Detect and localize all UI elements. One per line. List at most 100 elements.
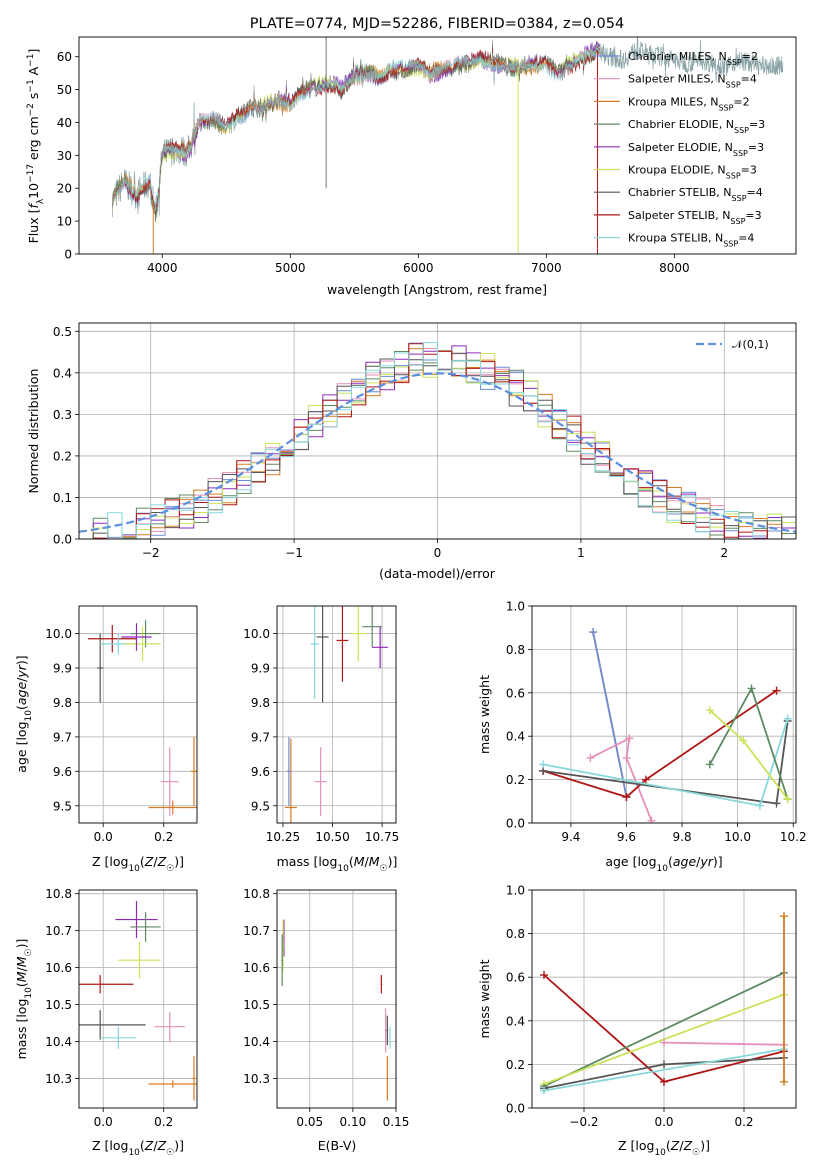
errorbar-point [386, 1015, 389, 1046]
legend-label: Salpeter STELIB, NSSP=3 [628, 209, 762, 226]
plot-area [111, 37, 784, 254]
legend-label-part: SSP [733, 148, 748, 157]
label-part: 10 [657, 864, 669, 874]
x-tick-label: 5000 [275, 261, 306, 275]
legend-label-part: SSP [732, 194, 747, 203]
label-part: )] [388, 854, 398, 869]
y-tick-label: 0.2 [506, 1058, 525, 1072]
legend-label-part: =2 [733, 95, 749, 108]
errorbar-point [386, 1056, 389, 1101]
weight-marker [660, 1077, 668, 1086]
errorbar-point [79, 1010, 146, 1040]
x-tick-label: 0.2 [154, 830, 173, 844]
y-tick-label: 0.6 [506, 971, 525, 985]
legend-label-part: Kroupa MILES, N [628, 95, 718, 108]
weight-line [592, 631, 628, 798]
label-part: Z [157, 1138, 167, 1153]
y-tick-label: 0.8 [506, 927, 525, 941]
normal-pdf-curve [79, 372, 796, 533]
legend-label-part: SSP [726, 171, 741, 180]
weight-line [589, 736, 653, 822]
plot-area [539, 628, 792, 823]
label-part: Flux [ [26, 209, 41, 244]
label-part: )] [700, 1138, 710, 1153]
y-tick-label: 0 [64, 248, 72, 262]
label-part: M [369, 854, 380, 869]
axes-frame [276, 889, 397, 1109]
legend-label-part: =4 [741, 73, 757, 86]
errorbar-point [97, 633, 104, 703]
weight-series [539, 686, 781, 801]
legend-label: Salpeter MILES, NSSP=4 [628, 73, 757, 90]
histogram-legend: 𝒩(0,1) [696, 338, 769, 351]
y-tick-label: 9.5 [251, 799, 270, 813]
x-tick-label: 1 [577, 546, 585, 560]
weight-marker [772, 799, 781, 808]
weight-marker [647, 816, 656, 823]
y-tick-label: 10.5 [243, 998, 270, 1012]
legend-label-part: SSP [727, 58, 742, 67]
panel-5: 9.4 9.6 9.8 10.0 10.2 0.0 0.2 0.4 0.6 0.8 1.0 mass … [477, 600, 807, 875]
legend-label: Kroupa STELIB, NSSP=4 [628, 232, 754, 249]
label-part: Z [log [92, 1138, 128, 1153]
weight-marker [622, 753, 631, 762]
label-part: f [26, 203, 41, 209]
x-axis-label: Z [log10(Z/Z☉)] [92, 854, 184, 874]
legend-label-part: Chabrier STELIB, N [628, 186, 732, 199]
label-part: 10 [24, 710, 34, 722]
x-tick-label: 0.2 [154, 1115, 173, 1129]
errorbar-point [314, 747, 327, 817]
errorbar-point [380, 974, 383, 994]
label-part: )] [174, 1138, 184, 1153]
weight-marker [589, 628, 598, 637]
label-part: / [679, 1138, 684, 1153]
weight-marker [625, 734, 634, 743]
plot-area [540, 912, 788, 1095]
x-axis-label: Z [log10(Z/Z☉)] [618, 1138, 710, 1158]
panel-3: 0.0 0.29.59.69.79.89.910.0Z [log10(Z/Z☉)]… [14, 605, 198, 874]
weight-series [780, 912, 788, 1086]
errorbar-point [121, 623, 152, 651]
legend-label-part: =4 [747, 186, 763, 199]
legend-label-part: SSP [734, 126, 749, 135]
label-part: ] [26, 49, 41, 54]
x-axis-label: wavelength [Angstrom, rest frame] [327, 282, 547, 297]
y-tick-label: 10.6 [45, 961, 72, 975]
label-part: )] [713, 854, 723, 869]
label-part: M [14, 971, 29, 982]
axes-frame [531, 889, 797, 1109]
label-part: 10 [128, 864, 140, 874]
model-spectrum-line [112, 46, 601, 212]
x-tick-label: 9.4 [561, 830, 580, 844]
weight-series [539, 714, 792, 810]
plot-area [281, 919, 391, 1101]
weight-marker [783, 714, 792, 723]
errorbar-point [124, 626, 161, 662]
x-tick-label: 2 [720, 546, 728, 560]
errorbar-point [336, 606, 349, 682]
x-tick-label: 10.2 [780, 830, 807, 844]
label-part: Z [log [92, 854, 128, 869]
errorbar-point [154, 1011, 185, 1042]
weight-marker [755, 801, 764, 810]
errorbar-point [286, 736, 291, 806]
y-tick-label: 9.8 [53, 696, 72, 710]
panel-6: 0.0 0.210.310.410.510.610.710.8Z [log10(Z… [14, 887, 198, 1158]
weight-marker [660, 1038, 668, 1047]
y-tick-label: 10.0 [243, 627, 270, 641]
x-axis-label: age [log10(age/yr)] [605, 854, 722, 874]
weight-line [663, 1041, 785, 1046]
label-part: −17 [26, 164, 36, 183]
legend-label-part: =3 [749, 118, 765, 131]
y-tick-label: 0.3 [53, 408, 72, 422]
label-part: mass [log [14, 999, 29, 1060]
x-tick-label: 0.15 [383, 1115, 410, 1129]
errorbar-point [100, 1026, 137, 1049]
y-tick-label: 10.3 [243, 1072, 270, 1086]
errorbar-point [372, 626, 389, 668]
weight-marker [586, 753, 595, 762]
label-part: / [14, 966, 29, 971]
x-tick-label: 7000 [531, 261, 562, 275]
x-tick-label: 10.0 [724, 830, 751, 844]
